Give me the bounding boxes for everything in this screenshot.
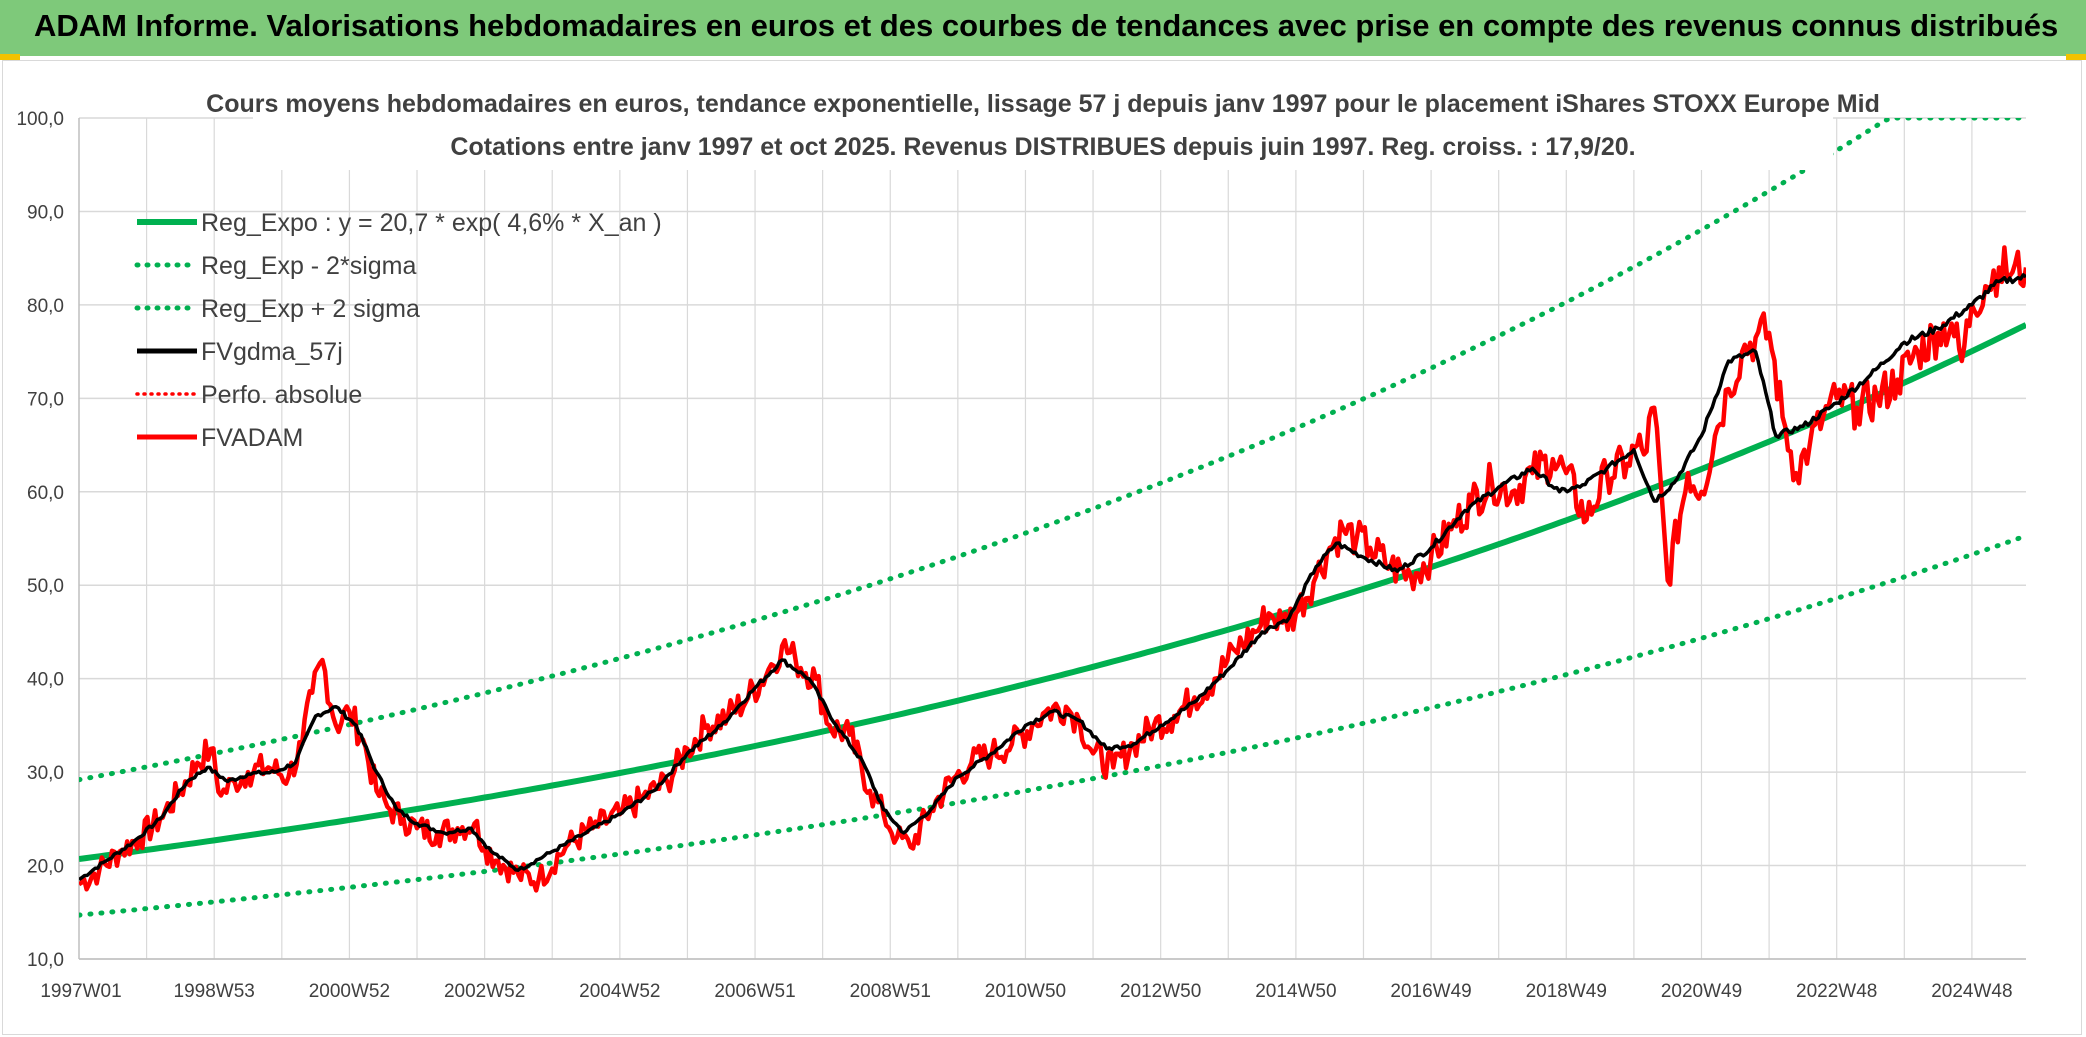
x-tick-label: 2024W48 bbox=[1931, 981, 2012, 1002]
y-tick-label: 20,0 bbox=[27, 857, 64, 878]
y-tick-label: 100,0 bbox=[16, 109, 64, 130]
x-tick-label: 2022W48 bbox=[1796, 981, 1877, 1002]
x-tick-label: 2012W50 bbox=[1120, 981, 1201, 1002]
series-reg-exp-plus-2-sigma bbox=[79, 118, 2026, 783]
corner-accent-right bbox=[2066, 54, 2086, 60]
y-tick-label: 60,0 bbox=[27, 483, 64, 504]
legend: Reg_Expo : y = 20,7 * exp( 4,6% * X_an )… bbox=[134, 209, 662, 452]
grid bbox=[78, 117, 2026, 960]
x-tick-label: 1998W53 bbox=[174, 981, 255, 1002]
header-bar: ADAM Informe. Valorisations hebdomadaire… bbox=[0, 0, 2086, 56]
title-background bbox=[253, 84, 1833, 170]
legend-label: FVADAM bbox=[201, 424, 303, 452]
y-tick-label: 30,0 bbox=[27, 763, 64, 784]
y-tick-label: 50,0 bbox=[27, 576, 64, 597]
y-tick-label: 70,0 bbox=[27, 389, 64, 410]
x-tick-label: 2018W49 bbox=[1526, 981, 1607, 1002]
x-tick-label: 2004W52 bbox=[579, 981, 660, 1002]
y-tick-label: 90,0 bbox=[27, 202, 64, 223]
y-tick-label: 10,0 bbox=[27, 950, 64, 971]
x-tick-label: 2002W52 bbox=[444, 981, 525, 1002]
x-tick-label: 2006W51 bbox=[714, 981, 795, 1002]
x-tick-label: 2010W50 bbox=[985, 981, 1066, 1002]
legend-label: Perfo. absolue bbox=[201, 381, 362, 409]
chart-subtitle: Cotations entre janv 1997 et oct 2025. R… bbox=[450, 133, 1635, 161]
series-fvadam bbox=[79, 245, 2026, 893]
series-reg-exp-minus-2-sigma bbox=[79, 533, 2026, 918]
x-tick-label: 2000W52 bbox=[309, 981, 390, 1002]
x-tick-label: 2014W50 bbox=[1255, 981, 1336, 1002]
y-axis: 10,0 20,0 30,0 40,0 50,0 60,0 70,0 80,0 90,0 100,… bbox=[16, 109, 64, 971]
x-tick-label: 2016W49 bbox=[1390, 981, 1471, 1002]
y-tick-label: 80,0 bbox=[27, 296, 64, 317]
chart-frame bbox=[2, 60, 2082, 1035]
series-fvgdma-57j bbox=[79, 273, 2026, 882]
x-axis: 1997W01 1998W53 2000W52 2002W52 2004W52 2006W… bbox=[40, 981, 2012, 1002]
y-tick-label: 40,0 bbox=[27, 670, 64, 691]
plot-area bbox=[79, 118, 2026, 918]
legend-label: Reg_Exp - 2*sigma bbox=[201, 252, 416, 280]
chart-title: Cours moyens hebdomadaires en euros, ten… bbox=[206, 90, 1880, 118]
x-tick-label: 2008W51 bbox=[850, 981, 931, 1002]
legend-label: FVgdma_57j bbox=[201, 338, 343, 366]
x-tick-label: 2020W49 bbox=[1661, 981, 1742, 1002]
page-title: ADAM Informe. Valorisations hebdomadaire… bbox=[34, 8, 2059, 43]
legend-label: Reg_Expo : y = 20,7 * exp( 4,6% * X_an ) bbox=[201, 209, 662, 237]
corner-accent-left bbox=[0, 54, 20, 60]
x-tick-label: 1997W01 bbox=[40, 981, 121, 1002]
legend-label: Reg_Exp + 2 sigma bbox=[201, 295, 420, 323]
series-group bbox=[79, 118, 2026, 918]
